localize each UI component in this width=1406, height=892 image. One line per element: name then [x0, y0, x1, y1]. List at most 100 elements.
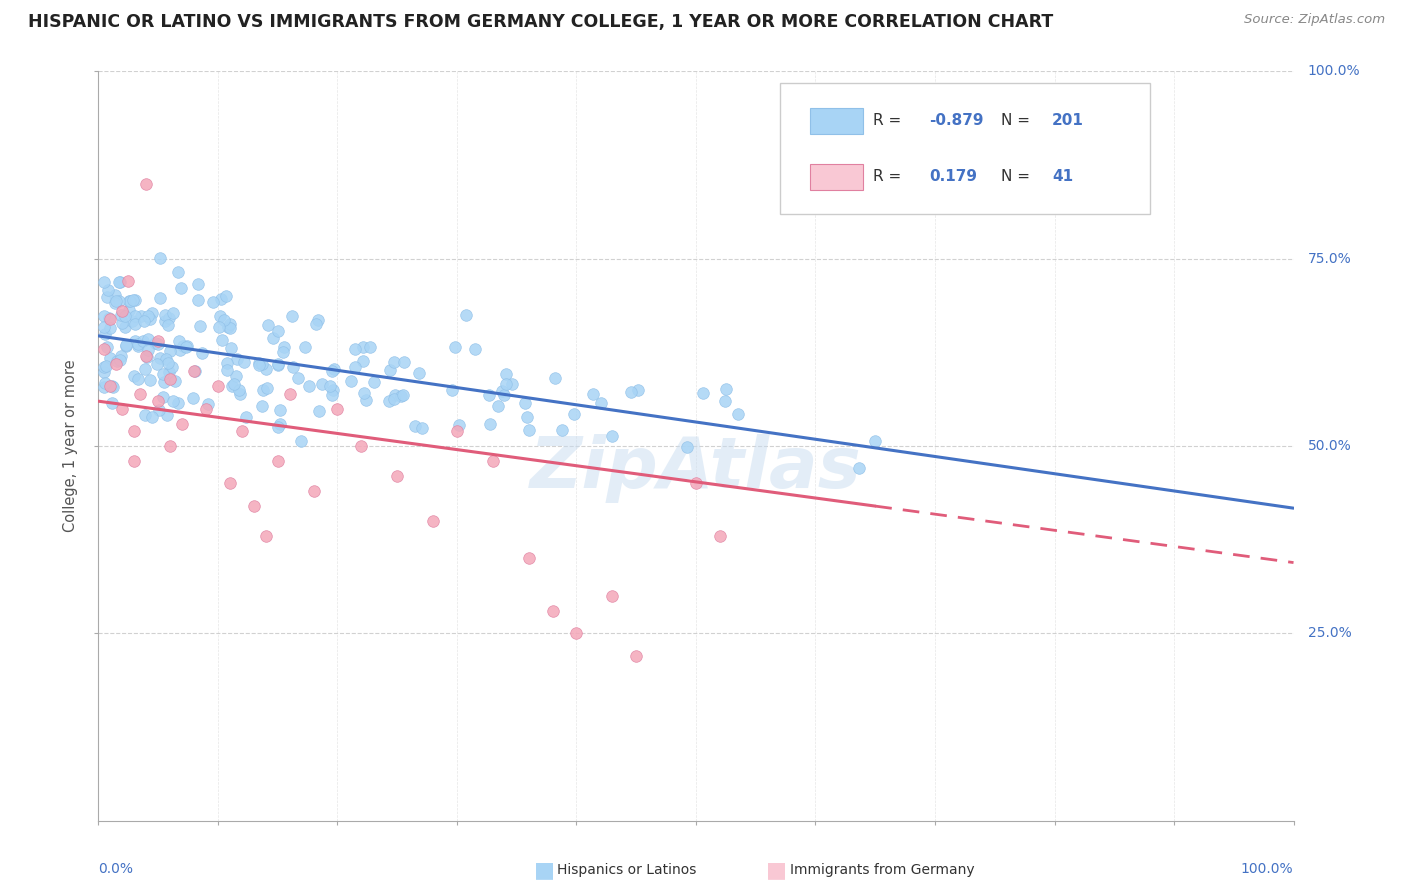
Point: [111, 316, 134, 330]
Point: [221, 379, 243, 393]
Point: [344, 343, 367, 357]
Point: [114, 319, 136, 334]
Point: [254, 362, 277, 376]
Point: [124, 424, 146, 438]
Point: [157, 366, 180, 380]
Point: [219, 476, 242, 491]
Point: [247, 358, 270, 372]
Text: 100.0%: 100.0%: [1241, 862, 1294, 876]
Text: R =: R =: [873, 112, 905, 128]
Point: [305, 317, 328, 331]
Text: ■: ■: [534, 860, 555, 880]
Point: [134, 408, 156, 422]
Point: [446, 424, 468, 438]
Point: [709, 529, 731, 543]
Point: [408, 366, 430, 380]
Point: [169, 334, 191, 348]
Point: [136, 332, 159, 346]
Point: [385, 469, 409, 483]
Text: Immigrants from Germany: Immigrants from Germany: [790, 863, 974, 877]
Point: [218, 321, 240, 335]
Point: [124, 317, 146, 331]
Point: [602, 589, 624, 603]
Point: [232, 355, 254, 369]
Text: R =: R =: [873, 169, 911, 184]
Point: [865, 434, 887, 448]
Point: [105, 357, 128, 371]
Point: [98, 310, 121, 325]
Point: [172, 338, 194, 352]
Point: [155, 351, 177, 366]
Point: [378, 394, 401, 409]
Point: [117, 274, 139, 288]
Point: [267, 454, 290, 468]
Point: [727, 407, 749, 421]
Point: [134, 361, 156, 376]
Point: [207, 379, 229, 393]
Point: [101, 379, 124, 393]
Text: 50.0%: 50.0%: [1308, 439, 1351, 453]
Point: [359, 340, 381, 354]
Point: [290, 434, 312, 448]
Point: [257, 318, 280, 332]
Point: [456, 308, 478, 322]
Text: 201: 201: [1052, 112, 1084, 128]
Point: [211, 333, 233, 347]
Point: [114, 309, 136, 323]
Point: [187, 277, 209, 292]
Point: [716, 382, 738, 396]
Point: [478, 417, 501, 431]
Point: [384, 388, 406, 402]
Point: [404, 418, 426, 433]
Point: [115, 337, 138, 351]
Point: [121, 293, 143, 308]
Point: [287, 371, 309, 385]
Point: [127, 337, 149, 351]
Point: [159, 343, 181, 358]
Point: [363, 375, 385, 389]
Point: [311, 377, 333, 392]
Point: [235, 409, 257, 424]
FancyBboxPatch shape: [810, 164, 863, 190]
Point: [269, 417, 291, 431]
Text: 25.0%: 25.0%: [1308, 626, 1351, 640]
Point: [380, 362, 402, 376]
Point: [620, 384, 643, 399]
Point: [166, 396, 188, 410]
Point: [281, 309, 304, 323]
Text: 0.179: 0.179: [929, 169, 977, 184]
Point: [146, 337, 169, 351]
Point: [152, 375, 174, 389]
Point: [247, 356, 270, 370]
Point: [148, 334, 170, 348]
Point: [124, 309, 146, 323]
Point: [159, 371, 181, 385]
Point: [298, 379, 321, 393]
Point: [176, 339, 198, 353]
Point: [127, 372, 149, 386]
Point: [162, 393, 184, 408]
Point: [392, 355, 415, 369]
Point: [321, 363, 343, 377]
Point: [243, 499, 266, 513]
Point: [148, 403, 170, 417]
Point: [152, 368, 174, 382]
Point: [143, 336, 166, 351]
Point: [685, 476, 707, 491]
Point: [141, 410, 163, 425]
Point: [228, 383, 250, 397]
Point: [153, 309, 176, 323]
Point: [267, 420, 290, 434]
Point: [108, 293, 131, 308]
Point: [491, 384, 513, 398]
Point: [323, 362, 346, 376]
Text: Source: ZipAtlas.com: Source: ZipAtlas.com: [1244, 13, 1385, 27]
Point: [307, 313, 329, 327]
Point: [254, 529, 277, 543]
Point: [600, 429, 623, 443]
Point: [422, 514, 444, 528]
Point: [411, 421, 433, 435]
Point: [156, 318, 179, 332]
Point: [96, 340, 118, 354]
Point: [100, 351, 122, 365]
